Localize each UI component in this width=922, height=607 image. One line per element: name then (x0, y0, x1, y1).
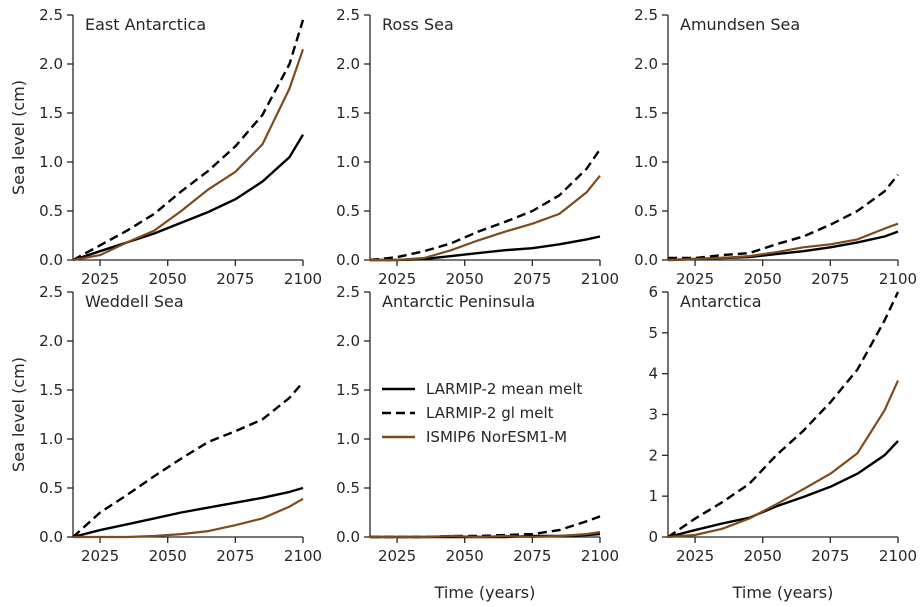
x-tick-label: 2025 (378, 270, 416, 288)
x-tick-label: 2075 (811, 547, 849, 565)
x-tick-label: 2075 (811, 270, 849, 288)
series-line-ismip6-noresm1-m (72, 48, 305, 262)
y-tick-label: 2.5 (634, 6, 658, 24)
y-tick-label: 2.0 (634, 55, 658, 73)
series-line-ismip6-noresm1-m (667, 380, 900, 539)
y-tick-label: 0.5 (39, 202, 63, 220)
y-tick-label: 1.5 (39, 104, 63, 122)
y-tick-label: 1.0 (336, 430, 360, 448)
legend: LARMIP-2 mean melt LARMIP-2 gl melt ISMIP6… (382, 380, 583, 446)
y-tick-label: 1.5 (39, 381, 63, 399)
y-tick-label: 3 (648, 406, 658, 424)
series-line-larmip-2-gl-melt (667, 291, 900, 538)
series-line-larmip-2-mean-melt (72, 133, 305, 262)
y-tick-label: 1.0 (39, 430, 63, 448)
x-tick-label: 2050 (149, 270, 187, 288)
panel-title: Antarctic Peninsula (382, 292, 535, 311)
x-tick-label: 2050 (446, 270, 484, 288)
series-line-ismip6-noresm1-m (667, 222, 899, 262)
series-line-larmip-2-mean-melt (667, 440, 899, 539)
panel-title: Antarctica (680, 292, 762, 311)
y-tick-label: 1.0 (336, 153, 360, 171)
series-line-larmip-2-gl-melt (72, 19, 305, 262)
y-tick-label: 0.0 (336, 251, 360, 269)
series-line-larmip-2-mean-melt (72, 486, 304, 539)
x-axis-label: Time (years) (732, 583, 834, 602)
series-line-ismip6-noresm1-m (73, 497, 304, 539)
y-tick-label: 1.0 (634, 153, 658, 171)
y-tick-label: 2.0 (336, 55, 360, 73)
legend-label: ISMIP6 NorESM1-M (426, 428, 567, 446)
x-tick-label: 2100 (581, 547, 619, 565)
y-tick-label: 6 (648, 283, 658, 301)
series-line-larmip-2-gl-melt (668, 173, 899, 260)
y-tick-label: 2.0 (39, 332, 63, 350)
series-line-larmip-2-gl-melt (369, 148, 601, 262)
y-tick-label: 0.5 (39, 479, 63, 497)
y-tick-label: 0.0 (39, 251, 63, 269)
y-tick-label: 2.0 (336, 332, 360, 350)
panel-title: Amundsen Sea (680, 15, 800, 34)
x-tick-label: 2075 (216, 270, 254, 288)
y-tick-label: 0.5 (336, 479, 360, 497)
y-tick-label: 2.5 (336, 6, 360, 24)
panel-title: East Antarctica (85, 15, 206, 34)
y-tick-label: 0.0 (336, 528, 360, 546)
y-tick-label: 1.5 (336, 381, 360, 399)
panel-antarctica: 0 1 2 3 4 5 6 2025 2050 2075 2100 Antarctica Time (y… (648, 283, 917, 602)
x-tick-label: 2075 (513, 270, 551, 288)
series-line-ismip6-noresm1-m (370, 531, 601, 539)
x-tick-label: 2075 (216, 547, 254, 565)
x-tick-label: 2025 (676, 270, 714, 288)
y-axis-label: Sea level (cm) (9, 80, 28, 195)
panel-title: Weddell Sea (85, 292, 184, 311)
x-tick-label: 2025 (676, 547, 714, 565)
y-tick-label: 1.5 (336, 104, 360, 122)
legend-label: LARMIP-2 gl melt (426, 404, 554, 422)
x-tick-label: 2075 (513, 547, 551, 565)
x-tick-label: 2050 (744, 270, 782, 288)
x-tick-label: 2050 (446, 547, 484, 565)
x-tick-label: 2025 (378, 547, 416, 565)
y-tick-label: 1.0 (39, 153, 63, 171)
y-tick-label: 2 (648, 446, 658, 464)
y-tick-label: 0.5 (634, 202, 658, 220)
legend-label: LARMIP-2 mean melt (426, 380, 583, 398)
panel-weddell-sea: 0.0 0.5 1.0 1.5 2.0 2.5 2025 2050 2075 2100 Weddel… (9, 283, 322, 565)
y-tick-label: 5 (648, 324, 658, 342)
panel-title: Ross Sea (382, 15, 454, 34)
x-tick-label: 2100 (284, 270, 322, 288)
x-tick-label: 2050 (744, 547, 782, 565)
y-tick-label: 0 (648, 528, 658, 546)
y-tick-label: 1 (648, 487, 658, 505)
y-tick-label: 2.5 (39, 283, 63, 301)
series-line-ismip6-noresm1-m (370, 175, 601, 262)
y-tick-label: 2.5 (336, 283, 360, 301)
y-axis-label: Sea level (cm) (9, 357, 28, 472)
y-tick-label: 1.5 (634, 104, 658, 122)
series-line-larmip-2-gl-melt (370, 515, 601, 539)
x-tick-label: 2050 (149, 547, 187, 565)
y-tick-label: 4 (648, 365, 658, 383)
x-tick-label: 2100 (879, 270, 917, 288)
panel-amundsen-sea: 0.0 0.5 1.0 1.5 2.0 2.5 2025 2050 2075 2100 Amunds… (634, 6, 917, 288)
y-tick-label: 0.5 (336, 202, 360, 220)
y-tick-label: 2.5 (39, 6, 63, 24)
y-tick-label: 2.0 (39, 55, 63, 73)
panel-antarctic-peninsula: 0.0 0.5 1.0 1.5 2.0 2.5 2025 2050 2075 2100 Antarc… (336, 283, 619, 602)
panel-east-antarctica: 0.0 0.5 1.0 1.5 2.0 2.5 2025 2050 2075 2100 East A… (9, 6, 322, 288)
x-tick-label: 2100 (879, 547, 917, 565)
x-tick-label: 2025 (81, 547, 119, 565)
series-line-larmip-2-gl-melt (72, 381, 304, 538)
y-tick-label: 0.0 (634, 251, 658, 269)
x-axis-label: Time (years) (434, 583, 536, 602)
x-tick-label: 2100 (284, 547, 322, 565)
x-tick-label: 2100 (581, 270, 619, 288)
x-tick-label: 2025 (81, 270, 119, 288)
y-tick-label: 0.0 (39, 528, 63, 546)
panel-ross-sea: 0.0 0.5 1.0 1.5 2.0 2.5 2025 2050 2075 2100 Ross S… (336, 6, 619, 288)
